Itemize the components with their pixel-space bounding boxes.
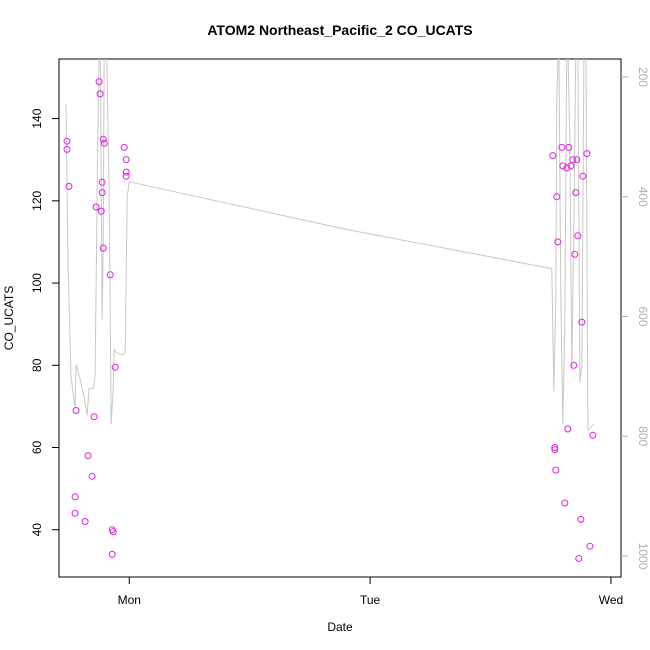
data-point xyxy=(551,446,559,454)
data-point xyxy=(90,413,98,421)
data-point xyxy=(109,528,117,536)
data-point xyxy=(63,137,71,145)
data-point xyxy=(84,452,92,460)
y2-tick-label: 400 xyxy=(636,187,650,207)
data-point xyxy=(71,493,79,501)
y-tick-label: 100 xyxy=(30,273,44,293)
data-point xyxy=(99,135,107,143)
data-point xyxy=(586,542,594,550)
data-point xyxy=(99,244,107,252)
data-point xyxy=(579,172,587,180)
data-point xyxy=(570,361,578,369)
data-point xyxy=(589,431,597,439)
line-series-group xyxy=(65,59,595,432)
data-point xyxy=(72,407,80,414)
data-point xyxy=(81,518,89,525)
y-tick-label: 80 xyxy=(30,358,44,372)
x-tick-label: Mon xyxy=(118,593,141,607)
data-point xyxy=(571,250,579,258)
data-point xyxy=(583,150,591,158)
y-tick-label: 120 xyxy=(30,191,44,211)
data-point xyxy=(575,555,583,562)
data-point xyxy=(65,182,73,190)
data-point xyxy=(96,90,104,98)
y2-tick-label: 600 xyxy=(636,306,650,326)
data-point xyxy=(573,156,581,164)
data-point xyxy=(92,203,100,211)
data-point xyxy=(63,145,71,153)
data-point xyxy=(561,499,569,507)
data-point xyxy=(567,162,575,170)
data-point xyxy=(564,425,572,433)
y2-tick-label: 200 xyxy=(636,67,650,87)
x-axis-label: Date xyxy=(327,620,353,634)
data-point xyxy=(98,189,106,197)
y-axis-right: 200 400 600 800 1000 xyxy=(621,67,650,570)
x-tick-label: Wed xyxy=(599,593,623,607)
x-axis: Mon Tue Wed xyxy=(118,577,623,607)
data-point xyxy=(572,189,580,197)
chart-title: ATOM2 Northeast_Pacific_2 CO_UCATS xyxy=(207,22,472,38)
data-point xyxy=(559,162,567,170)
data-point xyxy=(111,363,119,371)
data-point xyxy=(554,238,562,246)
data-point xyxy=(563,164,571,172)
y2-tick-label: 800 xyxy=(636,426,650,446)
data-point xyxy=(122,156,130,164)
data-point xyxy=(574,232,582,240)
data-point xyxy=(577,515,585,523)
data-point xyxy=(106,271,114,279)
plot-frame xyxy=(58,58,622,578)
y-tick-label: 60 xyxy=(30,441,44,455)
data-point xyxy=(108,550,116,558)
data-point xyxy=(122,168,130,176)
point-series-group xyxy=(63,78,597,562)
y2-tick-label: 1000 xyxy=(636,543,650,570)
data-point xyxy=(120,143,128,151)
data-point xyxy=(122,172,130,180)
data-point xyxy=(565,143,573,151)
data-point xyxy=(553,193,561,201)
y-tick-label: 140 xyxy=(30,108,44,128)
data-point xyxy=(569,156,577,164)
data-point xyxy=(97,207,105,215)
data-point xyxy=(552,466,560,474)
y-axis-label: CO_UCATS xyxy=(2,286,16,350)
data-point xyxy=(98,178,106,186)
data-point xyxy=(551,444,559,451)
y-axis-left: 40 60 80 100 120 140 xyxy=(30,108,59,536)
data-point xyxy=(88,472,96,480)
data-point xyxy=(549,152,557,160)
data-point xyxy=(578,318,586,326)
data-point xyxy=(558,143,566,151)
data-point xyxy=(95,78,103,86)
altitude-line xyxy=(65,59,595,432)
data-point xyxy=(100,139,108,147)
data-point xyxy=(71,509,79,517)
x-tick-label: Tue xyxy=(360,593,381,607)
y-tick-label: 40 xyxy=(30,523,44,537)
